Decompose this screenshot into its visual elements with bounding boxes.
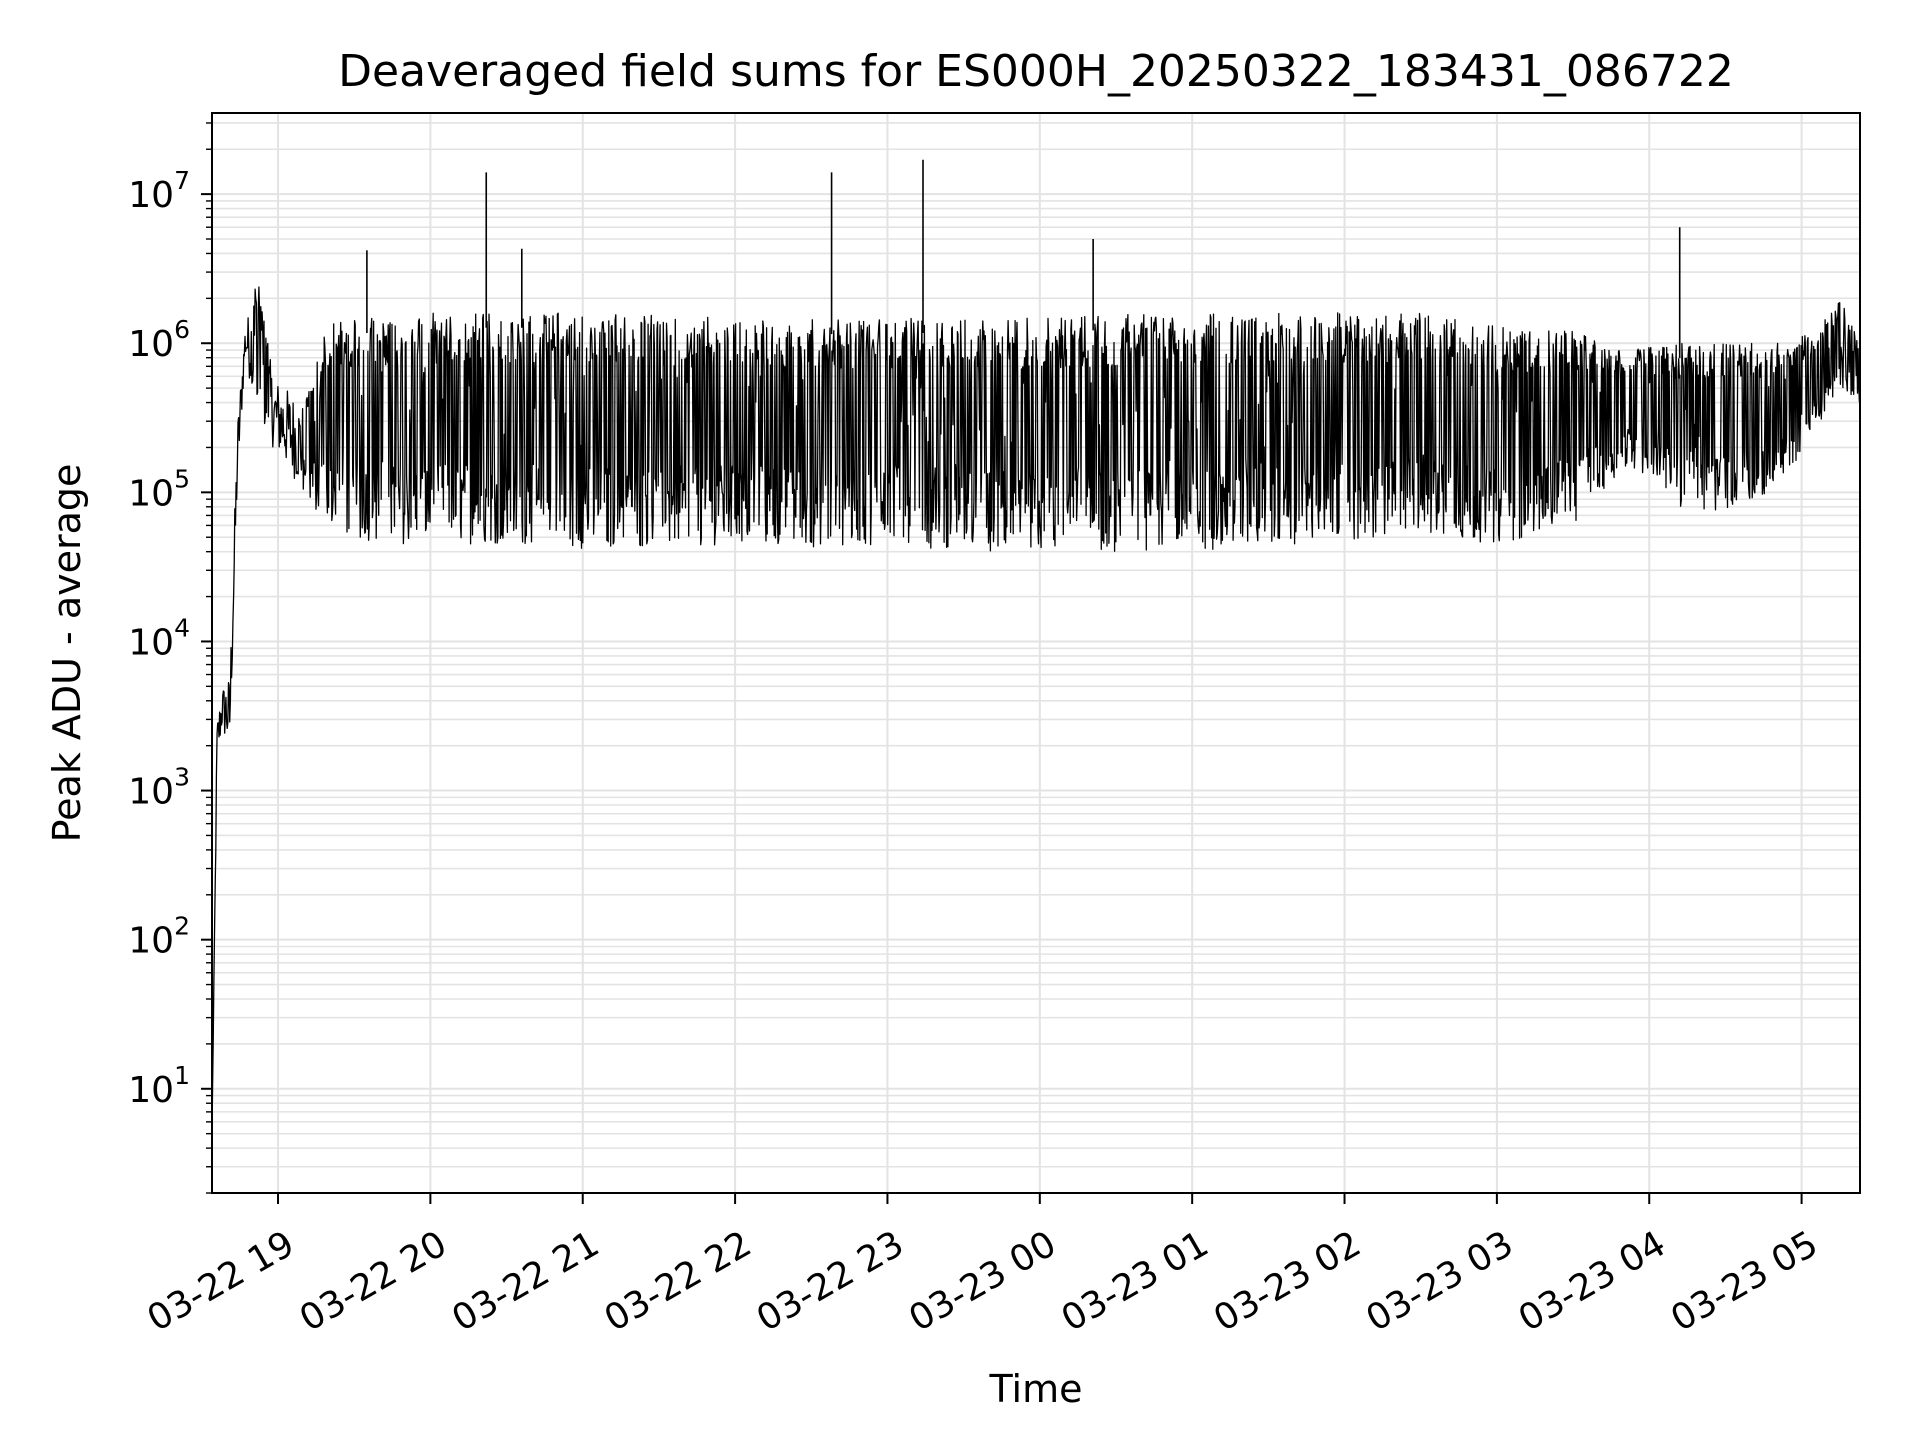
y-tick-label: 107 [128, 166, 190, 216]
y-tick-label: 101 [128, 1061, 190, 1111]
x-tick-label: 03-23 01 [1055, 1223, 1216, 1339]
x-tick-label: 03-22 23 [750, 1223, 911, 1339]
grid-layer [212, 113, 1860, 1194]
x-axis-label: Time [989, 1367, 1083, 1411]
plot-frame [211, 112, 1861, 1194]
x-tick-label: 03-22 22 [598, 1223, 759, 1339]
x-tick-label: 03-23 04 [1512, 1223, 1673, 1339]
data-series-line [211, 286, 1861, 1134]
y-axis-label: Peak ADU - average [45, 464, 89, 843]
x-tick-label: 03-22 19 [141, 1223, 302, 1339]
x-tick-label: 03-23 05 [1664, 1223, 1825, 1339]
x-tick-label: 03-23 03 [1360, 1223, 1521, 1339]
y-tick-label: 104 [128, 613, 190, 663]
x-tick-label: 03-22 20 [293, 1223, 454, 1339]
y-tick-label: 103 [128, 763, 190, 813]
x-tick-label: 03-23 02 [1207, 1223, 1368, 1339]
x-tick-label: 03-22 21 [445, 1223, 606, 1339]
x-tick-label: 03-23 00 [902, 1223, 1063, 1339]
y-tick-label: 105 [128, 464, 190, 514]
chart-title: Deaveraged field sums for ES000H_2025032… [338, 46, 1734, 97]
y-tick-label: 106 [128, 315, 190, 365]
y-tick-label: 102 [128, 912, 190, 962]
series-layer [211, 159, 1861, 1134]
